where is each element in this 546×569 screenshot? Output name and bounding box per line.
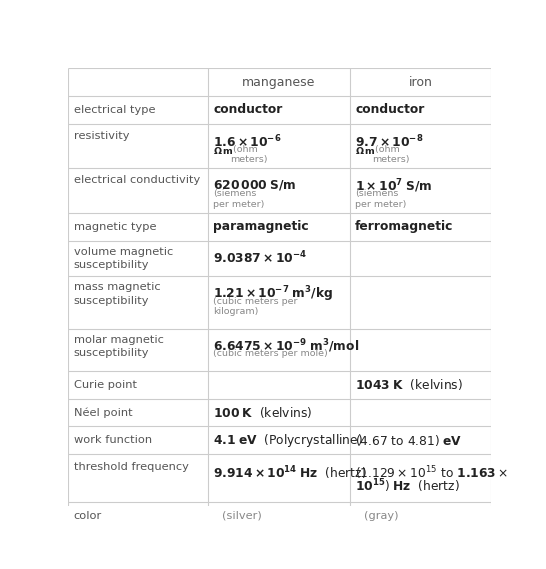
Text: (silver): (silver) [222,510,262,521]
Text: Curie point: Curie point [74,380,136,390]
Text: molar magnetic
susceptibility: molar magnetic susceptibility [74,335,164,358]
Text: work function: work function [74,435,152,445]
Text: $\mathbf{1.6\times10^{-6}}$: $\mathbf{1.6\times10^{-6}}$ [213,134,282,150]
Text: threshold frequency: threshold frequency [74,462,188,472]
Text: iron: iron [408,76,432,89]
Text: Néel point: Néel point [74,407,132,418]
Text: (ohm
meters): (ohm meters) [230,145,268,164]
Text: $\mathbf{100\;K}$  (kelvins): $\mathbf{100\;K}$ (kelvins) [213,405,313,420]
Text: paramagnetic: paramagnetic [213,220,309,233]
Text: (ohm
meters): (ohm meters) [372,145,410,164]
Text: manganese: manganese [242,76,316,89]
Text: electrical conductivity: electrical conductivity [74,175,200,184]
Text: $\mathbf{4.1\;eV}$  (Polycrystalline): $\mathbf{4.1\;eV}$ (Polycrystalline) [213,432,363,449]
Text: electrical type: electrical type [74,105,155,115]
Text: $\mathbf{9.7\times10^{-8}}$: $\mathbf{9.7\times10^{-8}}$ [355,134,424,150]
Text: $\mathbf{1043\;K}$  (kelvins): $\mathbf{1043\;K}$ (kelvins) [355,377,463,392]
Text: resistivity: resistivity [74,131,129,142]
Text: magnetic type: magnetic type [74,222,156,232]
Text: (cubic meters per mole): (cubic meters per mole) [213,349,328,358]
Text: (gray): (gray) [364,510,399,521]
Text: $(4.67$ to $4.81)\;\mathbf{eV}$: $(4.67$ to $4.81)\;\mathbf{eV}$ [355,432,462,448]
Text: color: color [74,510,102,521]
Text: $\mathbf{1.21\times10^{-7}\;m^3/kg}$: $\mathbf{1.21\times10^{-7}\;m^3/kg}$ [213,284,334,304]
Text: volume magnetic
susceptibility: volume magnetic susceptibility [74,247,173,270]
Text: $\mathbf{1\times10^{7}\;S/m}$: $\mathbf{1\times10^{7}\;S/m}$ [355,178,432,195]
Text: $\mathbf{\Omega\,m}$: $\mathbf{\Omega\,m}$ [355,145,376,155]
Text: (siemens
per meter): (siemens per meter) [355,189,406,209]
Text: $\mathbf{\Omega\,m}$: $\mathbf{\Omega\,m}$ [213,145,234,155]
Bar [213,513,219,519]
Text: ferromagnetic: ferromagnetic [355,220,453,233]
Text: $\mathbf{620\,000\;S/m}$: $\mathbf{620\,000\;S/m}$ [213,178,296,192]
Bar [355,513,361,519]
Text: $\mathbf{9.914\times10^{14}\;Hz}$  (hertz): $\mathbf{9.914\times10^{14}\;Hz}$ (hertz… [213,464,367,482]
Text: conductor: conductor [355,104,424,116]
Text: (siemens
per meter): (siemens per meter) [213,189,265,209]
Text: $\mathbf{6.6475\times10^{-9}\;m^3/mol}$: $\mathbf{6.6475\times10^{-9}\;m^3/mol}$ [213,338,359,356]
Text: conductor: conductor [213,104,282,116]
Text: mass magnetic
susceptibility: mass magnetic susceptibility [74,282,161,306]
Text: $\mathbf{10^{15}})\;\mathbf{Hz}$  (hertz): $\mathbf{10^{15}})\;\mathbf{Hz}$ (hertz) [355,477,460,495]
Text: (cubic meters per
kilogram): (cubic meters per kilogram) [213,297,298,316]
Text: $\mathbf{9.0387\times10^{-4}}$: $\mathbf{9.0387\times10^{-4}}$ [213,250,307,267]
Text: $(1.129\times10^{15}$ to $\mathbf{1.163}\times$: $(1.129\times10^{15}$ to $\mathbf{1.163}… [355,464,508,482]
